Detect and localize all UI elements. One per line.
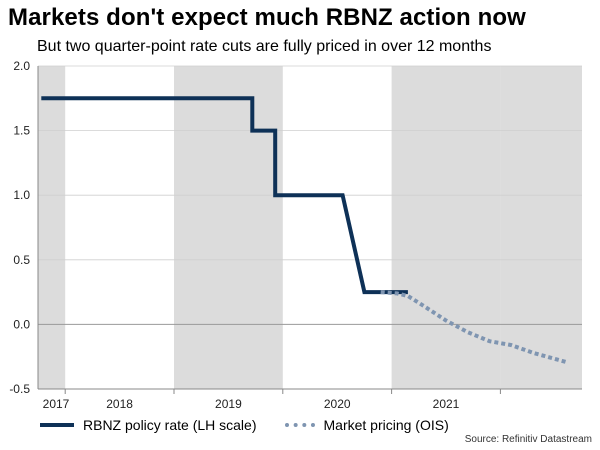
shaded-period-0	[38, 66, 66, 389]
legend-swatch-dotted	[284, 423, 315, 427]
y-tick-label: -0.5	[9, 382, 30, 396]
shaded-periods	[38, 66, 582, 389]
legend-swatch-solid	[40, 423, 74, 427]
x-tick-label: 2019	[215, 397, 242, 411]
legend: RBNZ policy rate (LH scale) Market prici…	[40, 417, 449, 433]
legend-item-market-pricing: Market pricing (OIS)	[284, 417, 449, 433]
y-tick-label: 0.0	[13, 317, 30, 331]
y-tick-label: 1.5	[13, 124, 30, 138]
source-note: Source: Refinitiv Datastream	[464, 434, 592, 445]
tick-labels: 2.0 1.5 1.0 0.5 0.0 -0.5 2017 2018 2019 2020 2021	[9, 59, 459, 411]
legend-label-market-pricing: Market pricing (OIS)	[323, 417, 449, 433]
chart-title: Markets don't expect much RBNZ action no…	[8, 4, 526, 31]
legend-item-policy-rate: RBNZ policy rate (LH scale)	[40, 417, 257, 433]
y-tick-label: 1.0	[13, 188, 30, 202]
x-tick-label: 2018	[106, 397, 133, 411]
shaded-period-3	[500, 66, 582, 389]
y-tick-label: 2.0	[13, 59, 30, 73]
x-tick-label: 2017	[43, 397, 70, 411]
x-tick-label: 2020	[324, 397, 351, 411]
shaded-period-2	[391, 66, 501, 389]
data-series	[41, 96, 567, 364]
series-line-market-pricing	[380, 290, 567, 364]
legend-label-policy-rate: RBNZ policy rate (LH scale)	[83, 417, 257, 433]
y-tick-label: 0.5	[13, 253, 30, 267]
series-line-policy-rate	[41, 96, 408, 295]
x-tick-label: 2021	[433, 397, 460, 411]
chart-subtitle: But two quarter-point rate cuts are full…	[37, 38, 492, 55]
shaded-period-1	[174, 66, 283, 389]
